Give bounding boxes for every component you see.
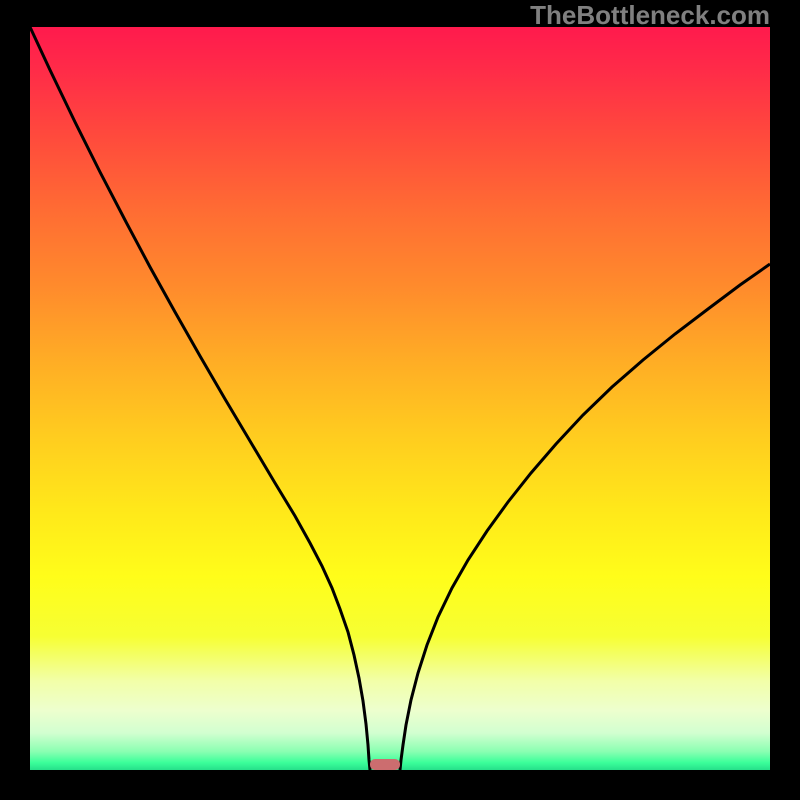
curve-overlay [0, 0, 800, 800]
bottleneck-marker [370, 759, 400, 770]
curve-left [30, 27, 370, 770]
chart-container: TheBottleneck.com [0, 0, 800, 800]
curve-right [400, 264, 770, 770]
